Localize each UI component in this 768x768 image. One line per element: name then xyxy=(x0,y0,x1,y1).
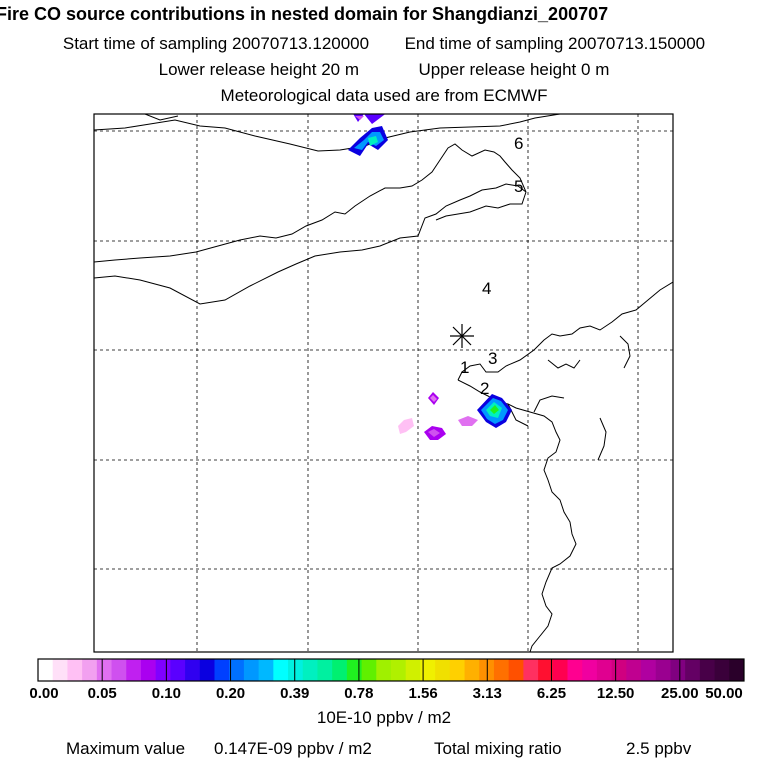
region-label-4: 4 xyxy=(482,279,491,298)
colorbar-swatch xyxy=(729,659,745,681)
colorbar-swatch xyxy=(214,659,230,681)
colorbar-swatch xyxy=(552,659,568,681)
colorbar-swatch xyxy=(685,659,701,681)
lower-value: 20 m xyxy=(321,60,359,79)
colorbar-ticks: 0.00 0.05 0.10 0.20 0.39 0.78 1.56 3.13 6.25 12.5… xyxy=(29,685,742,702)
colorbar-swatch xyxy=(596,659,613,681)
co-plumes xyxy=(348,114,512,440)
colorbar-swatch xyxy=(405,659,421,681)
upper-value: 0 m xyxy=(581,60,610,79)
colorbar-swatch xyxy=(699,659,716,681)
colorbar-swatch xyxy=(641,659,657,681)
colorbar-swatch xyxy=(52,659,68,681)
colorbar-swatch xyxy=(582,659,598,681)
colorbar-swatch xyxy=(302,659,318,681)
colorbar-swatch xyxy=(82,659,98,681)
colorbar-swatch xyxy=(258,659,274,681)
sampling-times: Start time of sampling 20070713.120000 E… xyxy=(0,34,768,54)
colorbar-swatch xyxy=(464,659,480,681)
lower-label: Lower release height xyxy=(158,60,317,79)
region-label-6: 6 xyxy=(514,134,523,153)
colorbar-swatch xyxy=(361,659,377,681)
colorbar-tick-label: 12.50 xyxy=(597,685,635,702)
map-frame xyxy=(93,113,674,653)
max-value: 0.147E-09 ppbv / m2 xyxy=(214,739,372,758)
colorbar-swatch xyxy=(170,659,186,681)
colorbar-units: 10E-10 ppbv / m2 xyxy=(316,708,452,727)
colorbar-swatch xyxy=(155,659,171,681)
region-label-5: 5 xyxy=(514,177,523,196)
colorbar-swatch xyxy=(288,659,304,681)
colorbar-swatch xyxy=(449,659,466,681)
colorbar-swatch xyxy=(714,659,730,681)
colorbar-swatch xyxy=(655,659,671,681)
colorbar-swatch xyxy=(376,659,392,681)
colorbar-swatch xyxy=(332,659,348,681)
colorbar-swatch xyxy=(523,659,539,681)
colorbar-tick-label: 0.39 xyxy=(280,685,309,702)
asterisk-icon xyxy=(450,324,474,348)
colorbar-swatch xyxy=(493,659,510,681)
colorbar-tick-label: 0.00 xyxy=(29,685,58,702)
max-label: Maximum value xyxy=(66,739,186,758)
colorbar-swatch xyxy=(391,659,407,681)
release-heights: Lower release height 20 m Upper release … xyxy=(0,60,768,80)
colorbar-swatch xyxy=(538,659,554,681)
colorbar-tick-label: 50.00 xyxy=(705,685,743,702)
colorbar xyxy=(37,658,745,682)
colorbar-swatch xyxy=(243,659,260,681)
colorbar-swatch xyxy=(67,659,83,681)
colorbar-tick-label: 3.13 xyxy=(473,685,502,702)
colorbar-swatch xyxy=(670,659,686,681)
colorbar-tick-label: 6.25 xyxy=(537,685,566,702)
colorbar-swatch xyxy=(317,659,333,681)
colorbar-swatch xyxy=(140,659,157,681)
graticule xyxy=(94,114,673,652)
colorbar-swatch xyxy=(229,659,245,681)
colorbar-swatch xyxy=(508,659,524,681)
colorbar-swatch xyxy=(38,659,54,681)
colorbar-swatch xyxy=(199,659,215,681)
colorbar-swatch xyxy=(435,659,451,681)
coastlines xyxy=(94,114,673,652)
colorbar-tick-label: 25.00 xyxy=(661,685,699,702)
colorbar-swatch xyxy=(346,659,363,681)
region-label-2: 2 xyxy=(480,379,489,398)
colorbar-swatch xyxy=(567,659,583,681)
colorbar-frame xyxy=(37,658,745,682)
plot-title: Fire CO source contributions in nested d… xyxy=(0,4,609,24)
start-value: 20070713.120000 xyxy=(232,34,370,53)
met-data-line: Meteorological data used are from ECMWF xyxy=(220,86,548,105)
end-label: End time of sampling xyxy=(404,34,564,53)
colorbar-swatch xyxy=(420,659,436,681)
total-value: 2.5 ppbv xyxy=(626,739,692,758)
region-label-1: 1 xyxy=(460,358,469,377)
colorbar-tick-label: 0.10 xyxy=(152,685,181,702)
colorbar-swatch xyxy=(111,659,127,681)
colorbar-swatch xyxy=(611,659,627,681)
colorbar-tick-label: 0.20 xyxy=(216,685,245,702)
colorbar-swatch xyxy=(185,659,201,681)
colorbar-tick-label: 1.56 xyxy=(408,685,437,702)
colorbar-tick-label: 0.05 xyxy=(88,685,117,702)
total-label: Total mixing ratio xyxy=(434,739,562,758)
colorbar-swatch xyxy=(126,659,142,681)
colorbar-swatch xyxy=(96,659,113,681)
colorbar-swatch xyxy=(273,659,289,681)
colorbar-tick-label: 0.78 xyxy=(344,685,373,702)
start-label: Start time of sampling xyxy=(62,34,228,53)
colorbar-swatch xyxy=(626,659,642,681)
end-value: 20070713.150000 xyxy=(568,34,706,53)
region-label-3: 3 xyxy=(488,349,497,368)
upper-label: Upper release height xyxy=(418,60,577,79)
